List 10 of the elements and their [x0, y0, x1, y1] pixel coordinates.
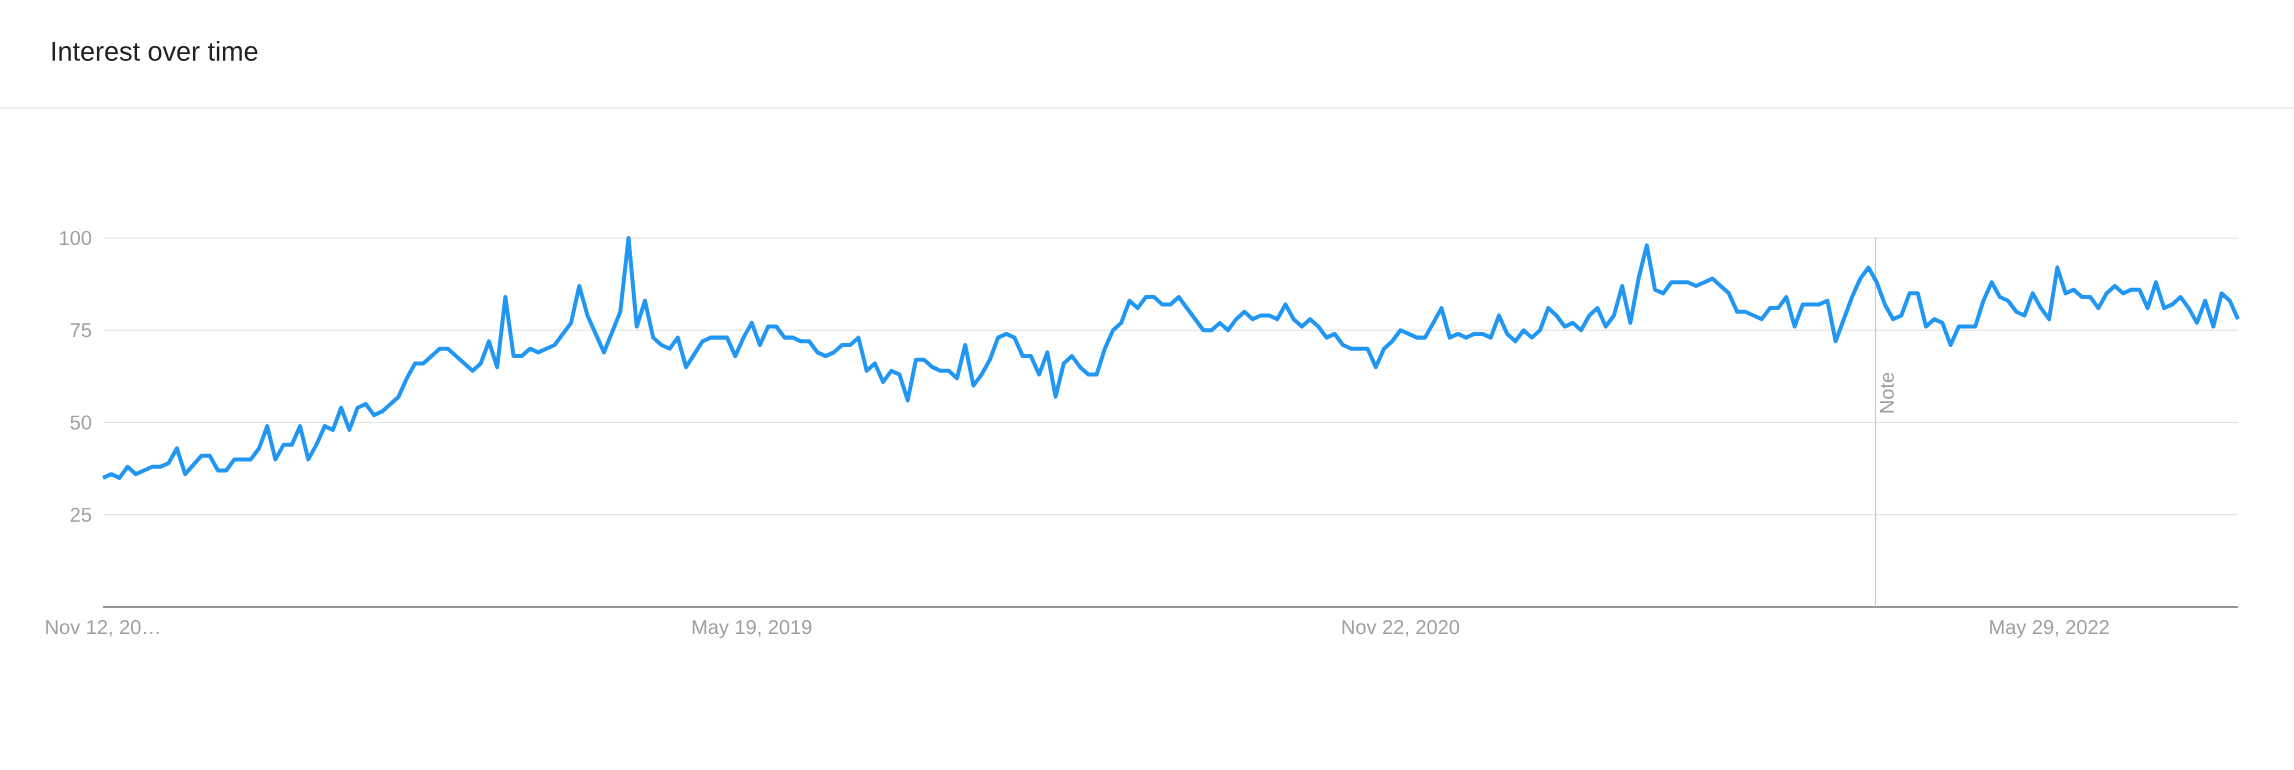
x-tick-label: Nov 12, 20…: [46, 620, 159, 637]
ref-line-label: Note: [1879, 372, 1894, 413]
x-tick-label: May 19, 2019: [692, 620, 812, 639]
y-tick-label: 100: [60, 230, 92, 246]
x-tick-label: Nov 22, 2020: [1342, 620, 1460, 637]
chart-title: Interest over time: [52, 41, 258, 61]
x-tick-label: May 29, 2022: [1990, 620, 2109, 639]
y-tick-label: 25: [70, 507, 92, 522]
y-tick-label: 50: [70, 415, 92, 430]
y-tick-label: 75: [70, 323, 92, 338]
